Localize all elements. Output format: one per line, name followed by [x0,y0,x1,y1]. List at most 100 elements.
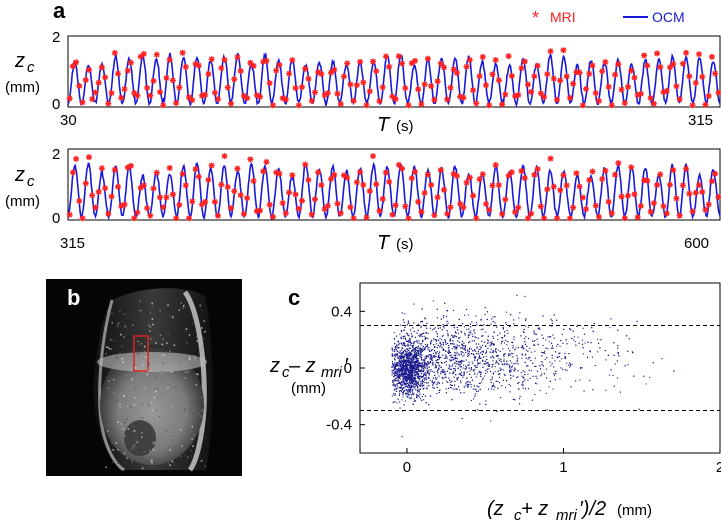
scatter-point [424,366,426,368]
scatter-point [393,384,395,386]
scatter-point [413,366,415,368]
mri-point [479,53,486,60]
scatter-point [400,370,402,372]
scatter-point [469,334,471,336]
xtick-top-left: 30 [60,112,77,129]
mri-point [673,195,680,202]
mri-point [421,81,428,88]
scatter-point [430,380,432,382]
scatter-point [432,384,434,386]
scatter-point [533,330,535,332]
mri-point [621,99,628,106]
scatter-point [404,377,406,379]
scatter-point [424,378,426,380]
mri-speckle-dot [132,430,134,433]
scatter-point [446,310,448,312]
scatter-point [448,347,450,349]
mri-point [715,89,721,96]
mri-point [660,203,667,210]
scatter-point [537,343,539,345]
scatter-point [461,351,463,353]
scatter-point [417,373,419,375]
mri-point [495,77,502,84]
mri-point [550,183,557,190]
scatter-point [434,327,436,329]
scatter-point [544,350,546,352]
scatter-point [590,342,592,344]
scatter-point [530,359,532,361]
scatter-point [405,389,407,391]
scatter-point [395,377,397,379]
mri-point [663,87,670,94]
scatter-point [553,366,555,368]
mri-point [85,66,92,73]
scatter-point [405,360,407,362]
scatter-point [421,373,423,375]
mri-roi-box [133,335,149,372]
scatter-point [512,345,514,347]
scatter-point [433,354,435,356]
mri-speckle-dot [181,370,183,373]
mri-speckle-dot [121,373,124,375]
ylabel-bottom-sub: c [27,173,35,190]
scatter-point [494,322,496,324]
scatter-point [450,338,452,340]
scatter-point [457,361,459,363]
scatter-point [520,372,522,374]
mri-point [702,101,709,108]
mri-point [621,215,628,222]
scatter-point [414,368,416,370]
mri-point [628,164,635,171]
scatter-point [463,372,465,374]
mri-point [231,188,238,195]
mri-speckle-dot [155,342,157,344]
scatter-point [400,383,402,385]
scatter-point [449,372,451,374]
scatter-point [466,308,468,310]
mri-speckle-dot [126,406,129,408]
mri-point [644,177,651,184]
scatter-point [649,376,651,378]
scatter-point [410,379,412,381]
scatter-point [403,373,405,375]
scatter-point [407,396,409,398]
scatter-point [397,361,399,363]
scatter-point [418,377,420,379]
scatter-point [400,353,402,355]
scatter-point [391,347,393,349]
scatter-point [432,300,434,302]
scatter-point [519,398,521,400]
mri-point [205,70,212,77]
mri-speckle-dot [161,370,163,372]
scatter-point [392,381,394,383]
scatter-point [524,343,526,345]
mri-speckle-dot [197,373,199,376]
scatter-point [453,346,455,348]
scatter-point [453,343,455,345]
panel-label-b-visible: b [67,285,80,310]
mri-point [486,206,493,213]
mri-point [647,208,654,215]
scatter-point [462,376,464,378]
mri-point [221,153,228,160]
scatter-point [465,351,467,353]
scatter-point [551,322,553,324]
scatter-point [398,374,400,376]
scatter-point [454,369,456,371]
mri-point [634,91,641,98]
scatter-point [392,363,394,365]
scatter-point [525,388,527,390]
scatter-point [435,343,437,345]
mri-point [337,210,344,217]
scatter-point [438,375,440,377]
scatter-point [393,331,395,333]
scatter-point [407,345,409,347]
scatter-point [428,369,430,371]
scatter-point [513,370,515,372]
scatter-point [404,378,406,380]
mri-body-wall [182,290,207,472]
scatter-point [436,359,438,361]
mri-point [250,62,257,69]
mri-speckle-dot [137,306,139,308]
scatter-point [484,307,486,309]
